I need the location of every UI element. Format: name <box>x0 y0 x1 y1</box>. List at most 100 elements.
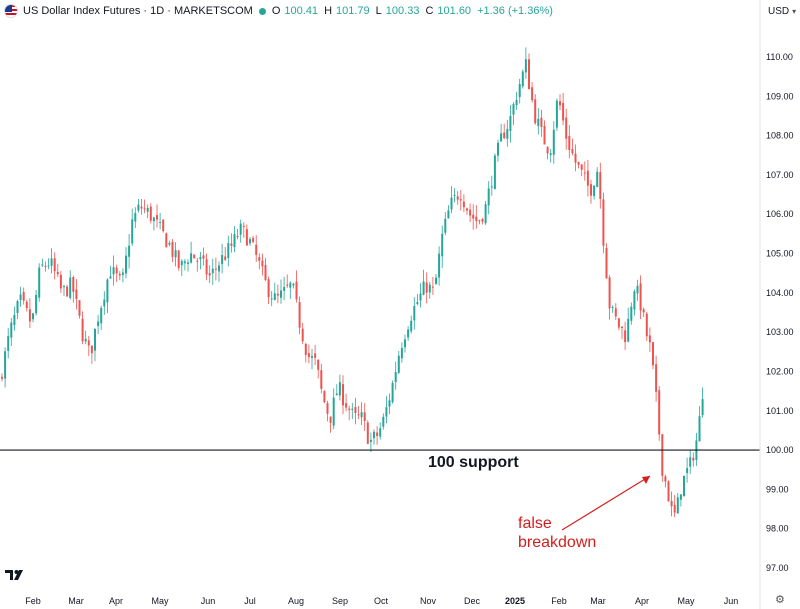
candle-body <box>506 128 509 139</box>
candle-body <box>252 237 255 242</box>
candle-body <box>509 115 512 131</box>
candle-body <box>552 129 555 155</box>
candle-body <box>658 390 661 435</box>
candle-body <box>639 283 642 311</box>
price-tick-label: 99.00 <box>766 484 789 494</box>
price-tick-label: 97.00 <box>766 563 789 573</box>
candle-body <box>273 293 276 300</box>
candle-body <box>698 416 701 442</box>
candle-body <box>28 309 31 322</box>
candle-body <box>255 244 258 255</box>
time-tick-label: Feb <box>25 596 41 606</box>
candle-body <box>90 345 93 354</box>
settings-gear-icon[interactable]: ⚙ <box>775 594 785 606</box>
candle-body <box>146 207 149 212</box>
candle-body <box>50 258 53 266</box>
candle-body <box>314 353 317 358</box>
candle-body <box>224 256 227 260</box>
chevron-down-icon: ▾ <box>792 6 797 16</box>
candle-body <box>149 206 152 221</box>
price-tick-label: 109.00 <box>766 91 794 101</box>
candle-body <box>4 351 7 379</box>
candle-body <box>187 262 189 264</box>
candle-body <box>121 272 124 275</box>
candle-body <box>373 431 375 439</box>
candle-body <box>10 322 13 338</box>
candle-body <box>686 468 689 474</box>
candle-body <box>394 371 397 383</box>
candle-body <box>112 267 115 275</box>
symbol-title[interactable]: US Dollar Index Futures · 1D · MARKETSCO… <box>23 5 253 17</box>
tradingview-logo[interactable] <box>5 568 27 582</box>
candle-body <box>177 250 180 269</box>
candle-body <box>140 206 143 209</box>
candle-body <box>283 287 286 291</box>
candle-body <box>546 146 549 154</box>
close-label: C <box>425 5 434 17</box>
candle-body <box>47 265 50 267</box>
candle-body <box>382 416 385 427</box>
candle-body <box>661 434 664 476</box>
candle-body <box>109 276 112 279</box>
annotation-line-2: breakdown <box>518 534 596 551</box>
candle-body <box>205 259 208 275</box>
market-status-dot <box>258 7 266 15</box>
candle-body <box>599 172 602 200</box>
candle-body <box>441 233 444 257</box>
candle-body <box>56 271 59 275</box>
candle-body <box>103 299 106 307</box>
open-value: 100.41 <box>284 5 319 17</box>
candle-body <box>438 253 441 278</box>
candle-body <box>435 277 437 285</box>
candle-body <box>475 216 478 222</box>
candle-body <box>159 221 162 223</box>
candle-body <box>469 209 472 216</box>
candle-body <box>261 260 264 267</box>
candle-body <box>304 343 307 355</box>
candle-body <box>481 219 484 222</box>
time-tick-label: Nov <box>420 596 437 606</box>
candle-body <box>456 196 459 200</box>
candle-body <box>642 309 645 313</box>
candle-body <box>692 457 695 461</box>
candle-body <box>276 293 279 296</box>
price-tick-label: 100.00 <box>766 445 794 455</box>
candle-body <box>143 208 146 210</box>
candle-body <box>44 265 47 267</box>
candle-body <box>484 204 487 224</box>
candle-body <box>466 208 468 211</box>
candle-body <box>419 293 422 301</box>
candle-body <box>1 376 3 379</box>
currency-selector[interactable]: USD ▾ <box>760 0 800 22</box>
candle-body <box>236 235 239 237</box>
time-tick-label: Dec <box>464 596 481 606</box>
candle-body <box>596 171 599 187</box>
candle-body <box>335 393 338 396</box>
candle-body <box>320 370 323 389</box>
candle-body <box>617 318 620 328</box>
time-tick-label: Oct <box>374 596 389 606</box>
candle-body <box>478 220 481 222</box>
candle-body <box>292 283 295 286</box>
candle-body <box>38 267 41 298</box>
candle-body <box>69 277 72 298</box>
candle-body <box>137 204 140 211</box>
time-tick-label: Mar <box>68 596 84 606</box>
candle-body <box>360 412 363 418</box>
candle-body <box>329 416 332 423</box>
candle-body <box>524 59 527 73</box>
price-tick-label: 104.00 <box>766 288 794 298</box>
candle-body <box>211 268 214 274</box>
candle-body <box>543 125 546 145</box>
us-flag-icon <box>4 4 18 18</box>
candle-body <box>683 475 685 497</box>
candle-body <box>512 104 515 115</box>
candle-body <box>633 291 636 310</box>
candle-body <box>559 101 561 106</box>
candle-body <box>679 494 682 500</box>
arrow-head-icon <box>642 476 650 484</box>
candle-body <box>425 282 428 293</box>
price-tick-label: 106.00 <box>766 209 794 219</box>
open-label: O <box>271 5 281 17</box>
